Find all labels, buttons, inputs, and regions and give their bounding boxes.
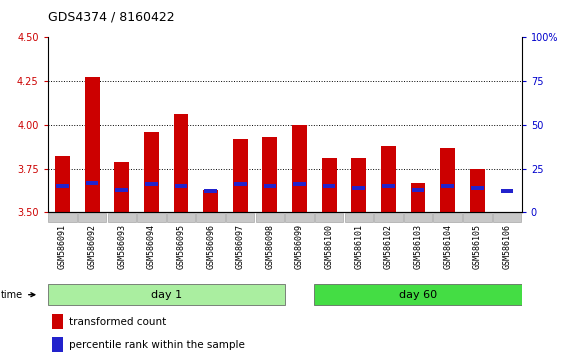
Text: GSM586105: GSM586105: [473, 224, 482, 269]
Bar: [55, 156, 70, 212]
FancyBboxPatch shape: [48, 284, 284, 305]
Text: GSM586092: GSM586092: [88, 224, 96, 269]
FancyBboxPatch shape: [167, 213, 195, 223]
FancyBboxPatch shape: [196, 213, 225, 223]
Text: GSM586106: GSM586106: [503, 224, 512, 269]
Text: GSM586104: GSM586104: [443, 224, 452, 269]
FancyBboxPatch shape: [434, 213, 462, 223]
Text: percentile rank within the sample: percentile rank within the sample: [69, 340, 245, 350]
Text: day 60: day 60: [399, 290, 437, 300]
Bar: [352, 186, 365, 190]
Bar: [442, 184, 454, 188]
Bar: [86, 181, 98, 184]
Bar: [382, 184, 395, 188]
FancyBboxPatch shape: [78, 213, 107, 223]
FancyBboxPatch shape: [286, 213, 314, 223]
Bar: [471, 186, 484, 190]
Bar: [114, 161, 129, 212]
FancyBboxPatch shape: [493, 213, 521, 223]
FancyBboxPatch shape: [108, 213, 136, 223]
Bar: [411, 183, 425, 212]
Text: transformed count: transformed count: [69, 317, 166, 327]
Text: GSM586091: GSM586091: [58, 224, 67, 269]
Text: GSM586101: GSM586101: [355, 224, 364, 269]
Bar: [52, 314, 63, 329]
Bar: [264, 184, 276, 188]
Bar: [470, 169, 485, 212]
FancyBboxPatch shape: [48, 213, 77, 223]
Bar: [263, 137, 277, 212]
Bar: [351, 158, 366, 212]
Bar: [116, 188, 128, 192]
Bar: [173, 114, 188, 212]
Text: GSM586103: GSM586103: [413, 224, 422, 269]
FancyBboxPatch shape: [344, 213, 373, 223]
Text: GSM586094: GSM586094: [147, 224, 156, 269]
Bar: [203, 190, 218, 212]
Bar: [322, 158, 337, 212]
Text: GSM586098: GSM586098: [265, 224, 274, 269]
Text: GSM586102: GSM586102: [384, 224, 393, 269]
FancyBboxPatch shape: [404, 213, 433, 223]
Bar: [85, 78, 99, 212]
Text: time: time: [1, 290, 35, 300]
Bar: [293, 182, 306, 186]
FancyBboxPatch shape: [374, 213, 403, 223]
Bar: [144, 132, 159, 212]
Bar: [174, 184, 187, 188]
Bar: [204, 189, 217, 193]
Bar: [381, 146, 396, 212]
Text: GSM586095: GSM586095: [177, 224, 186, 269]
Bar: [145, 182, 158, 186]
Bar: [52, 337, 63, 352]
Text: GSM586099: GSM586099: [295, 224, 304, 269]
Text: GSM586096: GSM586096: [206, 224, 215, 269]
Bar: [440, 148, 455, 212]
FancyBboxPatch shape: [314, 284, 551, 305]
FancyBboxPatch shape: [137, 213, 165, 223]
Bar: [412, 188, 424, 192]
Text: GSM586093: GSM586093: [117, 224, 126, 269]
Text: GSM586097: GSM586097: [236, 224, 245, 269]
Bar: [500, 189, 513, 193]
Text: GSM586100: GSM586100: [325, 224, 334, 269]
Bar: [234, 182, 247, 186]
Bar: [56, 184, 69, 188]
Bar: [323, 184, 335, 188]
Text: day 1: day 1: [151, 290, 182, 300]
FancyBboxPatch shape: [226, 213, 255, 223]
FancyBboxPatch shape: [315, 213, 343, 223]
FancyBboxPatch shape: [463, 213, 491, 223]
Text: GDS4374 / 8160422: GDS4374 / 8160422: [48, 11, 174, 24]
Bar: [292, 125, 307, 212]
FancyBboxPatch shape: [256, 213, 284, 223]
Bar: [233, 139, 247, 212]
